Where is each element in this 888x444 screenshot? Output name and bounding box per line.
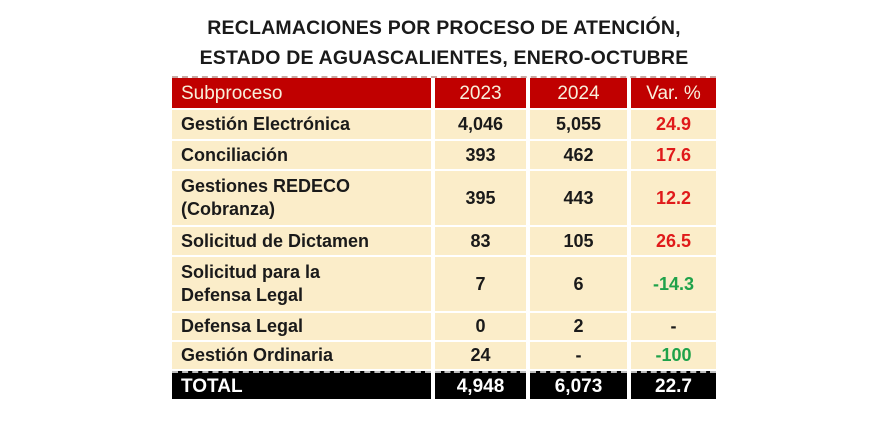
column-header-subproceso: Subproceso [172, 78, 431, 108]
value-2024: 5,055 [530, 110, 627, 139]
total-label: TOTAL [172, 371, 431, 399]
value-var: -100 [631, 342, 716, 369]
row-label: Gestión Ordinaria [172, 342, 431, 369]
value-2023: 7 [435, 257, 526, 311]
value-2023: 83 [435, 227, 526, 255]
value-2024: 6 [530, 257, 627, 311]
value-var: -14.3 [631, 257, 716, 311]
row-label: Conciliación [172, 141, 431, 169]
value-2024: 443 [530, 171, 627, 225]
chart-content: RECLAMACIONES POR PROCESO DE ATENCIÓN, E… [170, 0, 718, 399]
row-label: Solicitud de Dictamen [172, 227, 431, 255]
value-2023: 395 [435, 171, 526, 225]
value-2024: 2 [530, 313, 627, 340]
value-2023: 24 [435, 342, 526, 369]
total-2024: 6,073 [530, 371, 627, 399]
value-2023: 393 [435, 141, 526, 169]
claims-table: Subproceso 2023 2024 Var. % Gestión Elec… [172, 76, 716, 399]
column-header-2024: 2024 [530, 78, 627, 108]
chart-title: RECLAMACIONES POR PROCESO DE ATENCIÓN, E… [170, 13, 718, 73]
chart-title-line2: ESTADO DE AGUASCALIENTES, ENERO-OCTUBRE [199, 47, 689, 69]
value-var: 17.6 [631, 141, 716, 169]
chart-title-line1: RECLAMACIONES POR PROCESO DE ATENCIÓN, [207, 17, 681, 39]
column-header-var: Var. % [631, 78, 716, 108]
total-2023: 4,948 [435, 371, 526, 399]
row-label: Gestión Electrónica [172, 110, 431, 139]
value-var: 12.2 [631, 171, 716, 225]
total-var: 22.7 [631, 371, 716, 399]
value-2024: 105 [530, 227, 627, 255]
column-header-2023: 2023 [435, 78, 526, 108]
value-var: - [631, 313, 716, 340]
value-2023: 4,046 [435, 110, 526, 139]
value-2024: 462 [530, 141, 627, 169]
row-label: Defensa Legal [172, 313, 431, 340]
row-label: Gestiones REDECO (Cobranza) [172, 171, 431, 225]
value-2024: - [530, 342, 627, 369]
row-label: Solicitud para la Defensa Legal [172, 257, 431, 311]
value-2023: 0 [435, 313, 526, 340]
value-var: 24.9 [631, 110, 716, 139]
value-var: 26.5 [631, 227, 716, 255]
